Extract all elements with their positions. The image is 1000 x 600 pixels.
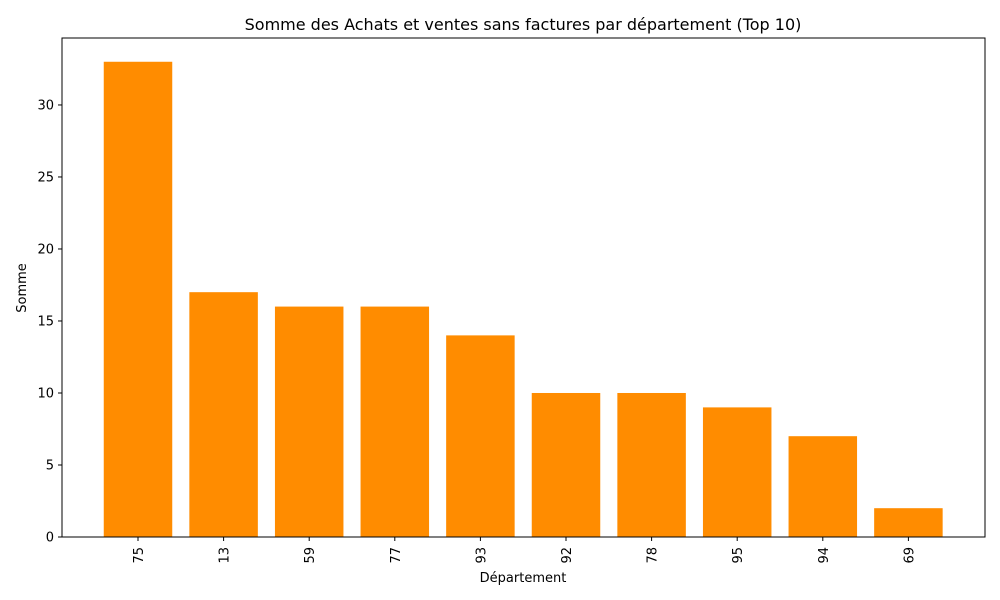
bar-78 bbox=[617, 392, 686, 537]
bar-13 bbox=[189, 292, 258, 537]
x-axis-label: Département bbox=[480, 571, 567, 586]
x-axis: 75 13 59 77 93 92 78 95 94 69 bbox=[132, 537, 917, 564]
y-tick-label-20: 20 bbox=[37, 242, 54, 257]
bar-95 bbox=[702, 407, 772, 537]
y-tick-label-30: 30 bbox=[37, 98, 54, 113]
y-tick-label-15: 15 bbox=[37, 314, 54, 329]
y-tick-label-25: 25 bbox=[37, 170, 54, 185]
x-tick-label-95: 95 bbox=[731, 547, 746, 564]
chart-title: Somme des Achats et ventes sans factures… bbox=[245, 15, 802, 34]
x-tick-label-69: 69 bbox=[902, 547, 917, 564]
x-tick-label-13: 13 bbox=[218, 547, 233, 564]
x-tick-label-92: 92 bbox=[560, 547, 575, 564]
bar-59 bbox=[274, 306, 344, 537]
x-tick-label-93: 93 bbox=[474, 547, 489, 564]
y-tick-label-0: 0 bbox=[46, 531, 54, 546]
bars-group bbox=[103, 61, 943, 537]
bar-93 bbox=[446, 335, 515, 537]
x-tick-label-78: 78 bbox=[646, 547, 661, 564]
bar-92 bbox=[531, 392, 601, 537]
bar-69 bbox=[874, 508, 943, 537]
y-tick-label-5: 5 bbox=[46, 458, 54, 473]
y-tick-label-10: 10 bbox=[37, 386, 54, 401]
x-tick-label-77: 77 bbox=[389, 547, 404, 564]
plot-frame bbox=[61, 37, 986, 538]
y-axis-label: Somme bbox=[15, 263, 30, 313]
bar-94 bbox=[788, 436, 858, 537]
bar-77 bbox=[360, 306, 430, 537]
x-tick-label-94: 94 bbox=[817, 547, 832, 564]
x-tick-label-75: 75 bbox=[132, 547, 147, 564]
x-tick-label-59: 59 bbox=[303, 547, 318, 564]
y-axis: 0 5 10 15 20 25 30 bbox=[37, 98, 62, 546]
bar-75 bbox=[103, 61, 173, 537]
